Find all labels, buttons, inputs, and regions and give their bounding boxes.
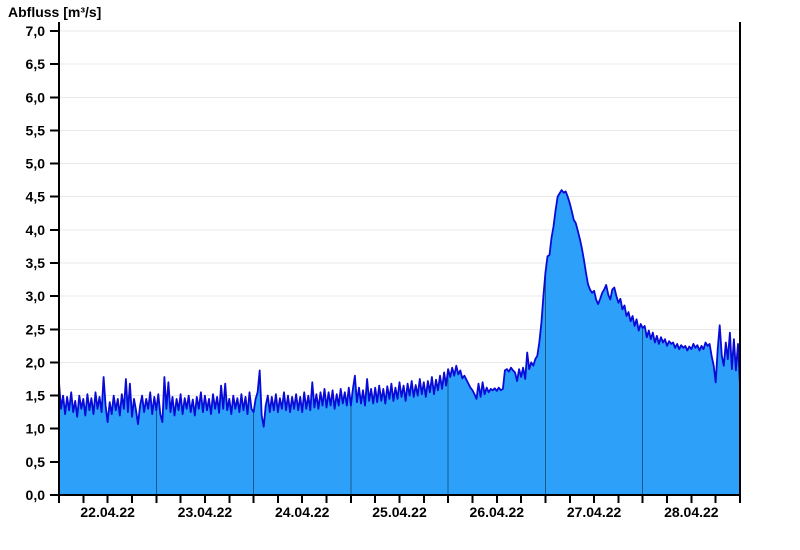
y-tick-label: 1,5: [26, 388, 46, 404]
x-ticks: [58, 496, 741, 503]
x-day-label: 24.04.22: [275, 504, 330, 520]
y-tick-label: 6,0: [26, 89, 46, 105]
discharge-line: [58, 189, 741, 428]
y-tick-label: 6,5: [26, 56, 46, 72]
axes: [58, 22, 741, 496]
y-tick-labels: 0,0 0,5 1,0 1,5 2,0 2,5 3,0 3,5 4,0 4,5 5,0 5,5 6,0 6…: [26, 23, 46, 503]
y-tick-label: 2,0: [26, 354, 46, 370]
y-tick-label: 5,0: [26, 156, 46, 172]
y-tick-label: 3,0: [26, 288, 46, 304]
y-tick-label: 0,5: [26, 454, 46, 470]
x-day-label: 27.04.22: [567, 504, 622, 520]
y-ticks: [50, 30, 58, 496]
y-tick-label: 2,5: [26, 321, 46, 337]
x-day-label: 22.04.22: [80, 504, 135, 520]
y-tick-label: 3,5: [26, 255, 46, 271]
y-gridlines: [59, 30, 740, 463]
y-tick-label: 4,5: [26, 189, 46, 205]
x-day-labels: 22.04.22 23.04.22 24.04.22 25.04.22 26.04.22…: [80, 504, 718, 520]
y-tick-label: 0,0: [26, 487, 46, 503]
x-day-label: 26.04.22: [470, 504, 525, 520]
y-tick-label: 5,5: [26, 122, 46, 138]
chart-title: Abfluss [m³/s]: [8, 4, 101, 20]
y-tick-label: 4,0: [26, 222, 46, 238]
x-day-label: 28.04.22: [664, 504, 719, 520]
discharge-area: [59, 190, 740, 495]
y-tick-label: 7,0: [26, 23, 46, 39]
y-tick-label: 1,0: [26, 421, 46, 437]
x-day-label: 23.04.22: [178, 504, 233, 520]
x-day-label: 25.04.22: [372, 504, 427, 520]
